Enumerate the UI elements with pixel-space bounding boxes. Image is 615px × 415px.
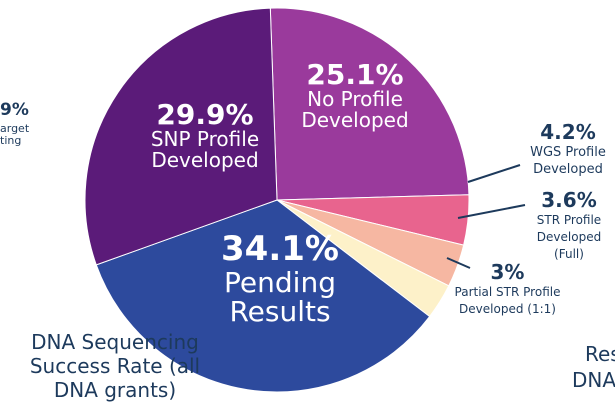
value-label: 29.9% xyxy=(156,98,254,131)
fragment: Res xyxy=(585,342,615,366)
fragment: 9% xyxy=(0,100,29,120)
category-label: WGS Profile Developed xyxy=(530,145,606,177)
chart-title: DNA Sequencing Success Rate (all DNA gra… xyxy=(29,330,201,402)
pie-slice xyxy=(95,199,431,393)
slice-label: 3% Partial STR Profile Developed (1:1) xyxy=(445,262,570,317)
value-label: 34.1% xyxy=(221,229,339,269)
pie-slice xyxy=(84,7,278,266)
category-label: STR Profile Developed (Full) xyxy=(536,213,602,261)
value-label: 25.1% xyxy=(306,58,404,91)
slice-label: 29.9% SNP Profile Developed xyxy=(135,100,275,171)
slice-label: 34.1% Pending Results xyxy=(200,229,360,329)
leader-lines xyxy=(446,164,526,269)
pie-slice xyxy=(269,7,470,201)
slice-label: 3.6% STR Profile Developed (Full) xyxy=(524,190,614,261)
value-label: 3% xyxy=(490,260,525,284)
category-label: SNP Profile Developed xyxy=(150,127,260,173)
value-label: 4.2% xyxy=(540,120,596,144)
value-label: 3.6% xyxy=(541,188,597,212)
fragment: DNA xyxy=(572,368,615,392)
fragment: arget xyxy=(0,122,30,135)
category-label: Pending Results xyxy=(224,265,336,329)
category-label: No Profile Developed xyxy=(301,87,409,133)
slice-label: 4.2% WGS Profile Developed xyxy=(518,122,615,177)
fragment: ting xyxy=(0,134,22,147)
leader-line xyxy=(467,164,521,183)
category-label: Partial STR Profile Developed (1:1) xyxy=(454,285,561,316)
leader-line xyxy=(457,204,526,219)
leader-line xyxy=(446,257,471,269)
slice-label: 25.1% No Profile Developed xyxy=(285,60,425,131)
